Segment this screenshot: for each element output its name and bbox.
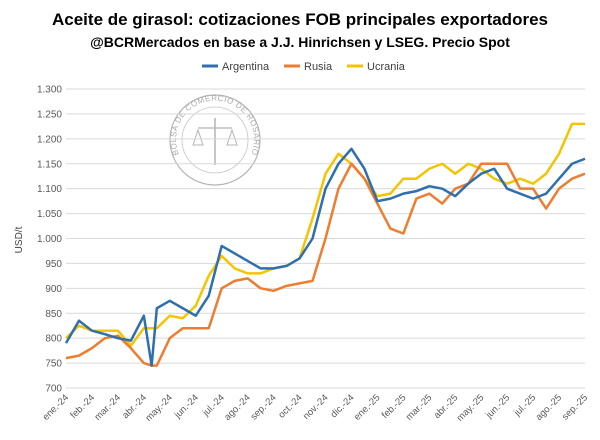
y-tick-label: 900 — [45, 284, 62, 295]
x-tick-label: sep.-24 — [249, 392, 279, 422]
y-tick-label: 750 — [45, 359, 62, 370]
x-tick-label: mar.-25 — [404, 392, 435, 423]
x-tick-label: nov.-24 — [301, 392, 331, 422]
y-tick-label: 1.150 — [37, 159, 62, 170]
series-line-argentina — [64, 147, 586, 367]
legend: Argentina Rusia Ucrania — [202, 61, 406, 73]
legend-label: Argentina — [222, 61, 270, 73]
y-tick-label: 1.050 — [37, 209, 62, 220]
y-tick-label: 1.100 — [37, 184, 62, 195]
x-tick-label: ago.-24 — [222, 392, 253, 423]
x-tick-label: may.-25 — [455, 392, 487, 424]
chart-title: Aceite de girasol: cotizaciones FOB prin… — [52, 10, 548, 29]
series-line-rusia — [65, 162, 586, 367]
y-tick-label: 850 — [45, 309, 62, 320]
y-tick-label: 950 — [45, 259, 62, 270]
legend-label: Ucrania — [367, 61, 406, 73]
x-tick-label: may.-24 — [143, 392, 175, 424]
y-tick-label: 700 — [45, 384, 62, 395]
y-tick-label: 800 — [45, 334, 62, 345]
x-tick-label: jun.-24 — [172, 392, 201, 421]
x-tick-label: ene.-24 — [41, 392, 72, 423]
y-tick-label: 1.000 — [37, 234, 62, 245]
y-tick-label: 1.300 — [37, 85, 62, 96]
y-tick-label: 1.250 — [37, 109, 62, 120]
x-tick-label: sep.-25 — [560, 392, 590, 422]
x-tick-label: ago.-25 — [534, 392, 565, 423]
x-tick-label: ene.-25 — [352, 392, 383, 423]
x-tick-label: oct.-24 — [276, 392, 304, 420]
y-axis-label: USD/t — [14, 226, 25, 253]
chart-subtitle: @BCRMercados en base a J.J. Hinrichsen y… — [90, 34, 510, 50]
x-tick-label: jun.-25 — [483, 392, 512, 421]
series-line-ucrania — [65, 122, 585, 347]
x-tick-label: mar.-24 — [92, 392, 123, 423]
y-tick-label: 1.200 — [37, 134, 62, 145]
legend-label: Rusia — [304, 61, 333, 73]
